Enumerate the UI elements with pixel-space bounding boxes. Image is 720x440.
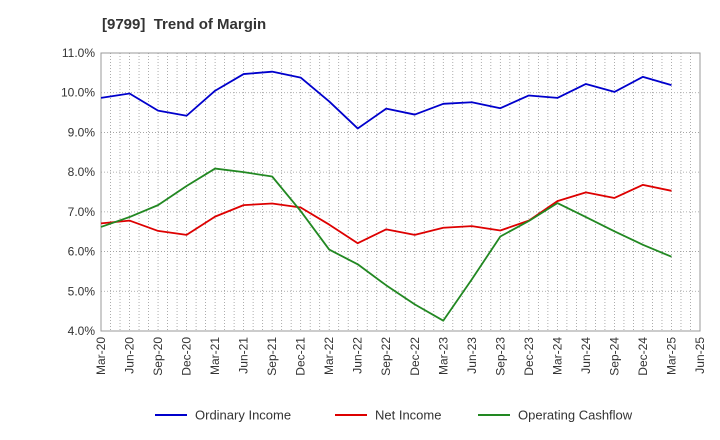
x-tick-label: Mar-23 [436,337,450,375]
series-line-operating-cashflow [100,167,672,322]
x-tick-label: Sep-22 [379,337,393,376]
y-tick-label: 4.0% [68,324,96,338]
series-line-ordinary-income [100,70,672,130]
y-tick-label: 11.0% [62,46,95,60]
x-tick-label: Sep-20 [151,337,165,376]
series-line-net-income [100,183,672,245]
x-tick-label: Jun-22 [351,337,365,374]
series-layer [100,70,672,322]
x-tick-label: Jun-24 [579,337,593,374]
x-tick-label: Sep-23 [493,337,507,376]
x-tick-label: Mar-22 [322,337,336,375]
legend: Ordinary Income Net Income Operating Cashf… [155,408,633,423]
x-tick-label: Mar-25 [664,337,678,375]
legend-label: Operating Cashflow [518,408,633,423]
chart-title: [9799] Trend of Margin [102,16,267,33]
y-tick-label: 6.0% [68,245,96,259]
x-tick-label: Mar-21 [208,337,222,375]
x-tick-label: Mar-24 [550,337,564,375]
x-tick-label: Dec-23 [522,337,536,376]
x-tick-label: Dec-24 [636,337,650,376]
x-tick-label: Jun-25 [693,337,707,374]
plot-frame [100,52,701,332]
x-tick-label: Dec-20 [180,337,194,376]
tick-layer: 4.0% 5.0% 6.0% 7.0% 8.0% 9.0% 10.0% 11.0% Mar-20… [61,46,707,376]
y-tick-label: 5.0% [68,284,96,298]
x-tick-label: Sep-21 [265,337,279,376]
x-tick-label: Dec-21 [294,337,308,376]
x-tick-label: Jun-21 [237,337,251,374]
grid-layer [100,52,701,332]
x-tick-label: Mar-20 [94,337,108,375]
x-tick-label: Sep-24 [607,337,621,376]
y-tick-label: 7.0% [68,205,96,219]
legend-label: Ordinary Income [195,408,291,423]
legend-label: Net Income [375,408,441,423]
y-tick-label: 10.0% [61,86,95,100]
y-tick-label: 9.0% [68,125,96,139]
x-tick-label: Jun-20 [123,337,137,374]
x-tick-label: Jun-23 [465,337,479,374]
y-tick-label: 8.0% [68,165,96,179]
x-tick-label: Dec-22 [408,337,422,376]
